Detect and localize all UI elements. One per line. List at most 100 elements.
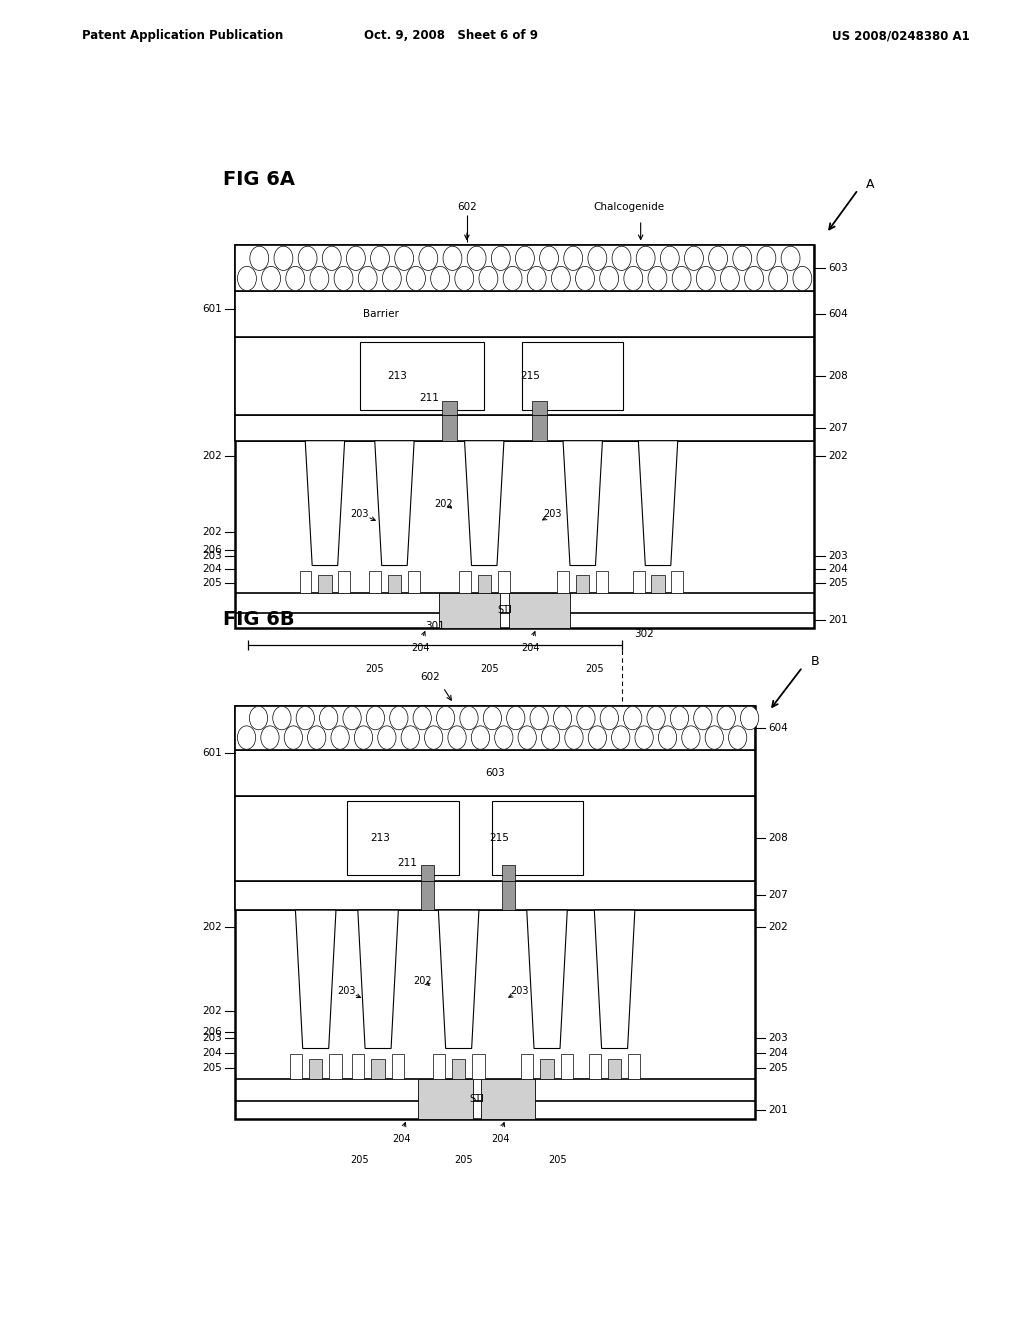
Polygon shape <box>305 441 345 565</box>
Circle shape <box>671 706 688 730</box>
Circle shape <box>744 267 764 290</box>
Circle shape <box>672 267 691 290</box>
Bar <box>498 570 510 593</box>
Text: 203: 203 <box>828 552 848 561</box>
Text: 203: 203 <box>768 1034 788 1043</box>
Circle shape <box>564 247 583 271</box>
Bar <box>557 570 569 593</box>
Text: 603: 603 <box>828 264 848 273</box>
Text: 602: 602 <box>457 202 477 213</box>
Bar <box>442 401 457 414</box>
Text: 207: 207 <box>768 890 788 900</box>
Circle shape <box>262 267 281 290</box>
Text: 203: 203 <box>338 986 356 997</box>
Text: 213: 213 <box>371 833 390 843</box>
Text: 202: 202 <box>768 921 788 932</box>
Circle shape <box>577 706 595 730</box>
Bar <box>521 1055 534 1078</box>
Circle shape <box>781 247 800 271</box>
Circle shape <box>527 267 546 290</box>
Text: B: B <box>811 656 819 668</box>
Circle shape <box>518 726 537 750</box>
Bar <box>433 1055 445 1078</box>
Text: 604: 604 <box>828 309 848 319</box>
Bar <box>532 414 547 441</box>
Circle shape <box>274 247 293 271</box>
Polygon shape <box>357 909 398 1048</box>
Circle shape <box>658 726 677 750</box>
Circle shape <box>443 247 462 271</box>
Text: 215: 215 <box>488 833 509 843</box>
Text: 204: 204 <box>412 643 430 653</box>
Circle shape <box>611 726 630 750</box>
Text: 203: 203 <box>350 508 369 519</box>
Polygon shape <box>438 909 479 1048</box>
Bar <box>300 570 311 593</box>
Text: 205: 205 <box>585 664 603 673</box>
Text: 208: 208 <box>768 833 788 843</box>
Bar <box>236 706 755 750</box>
Bar <box>330 1055 342 1078</box>
Circle shape <box>600 267 618 290</box>
Bar <box>309 1060 323 1078</box>
Text: 203: 203 <box>511 986 529 997</box>
Polygon shape <box>526 909 567 1048</box>
Circle shape <box>401 726 420 750</box>
Text: 602: 602 <box>420 672 440 682</box>
Circle shape <box>684 247 703 271</box>
Circle shape <box>588 247 607 271</box>
Text: A: A <box>866 178 874 191</box>
Bar <box>532 401 547 414</box>
Bar <box>589 1055 601 1078</box>
Text: 204: 204 <box>392 1134 411 1144</box>
Circle shape <box>310 267 329 290</box>
Bar <box>577 576 590 593</box>
Circle shape <box>467 247 486 271</box>
Circle shape <box>479 267 498 290</box>
Circle shape <box>696 267 715 290</box>
Bar <box>408 570 420 593</box>
Text: 204: 204 <box>202 1048 221 1057</box>
Bar <box>502 880 514 909</box>
Bar <box>541 1060 554 1078</box>
Bar <box>347 801 459 875</box>
Circle shape <box>413 706 431 730</box>
Circle shape <box>565 726 583 750</box>
Bar <box>236 706 755 1119</box>
Polygon shape <box>465 441 504 565</box>
Text: 203: 203 <box>544 508 562 519</box>
Circle shape <box>503 267 522 290</box>
Text: 202: 202 <box>202 921 221 932</box>
Text: 211: 211 <box>397 858 418 869</box>
Text: 302: 302 <box>634 630 654 639</box>
Circle shape <box>740 706 759 730</box>
Bar <box>459 570 471 593</box>
Circle shape <box>419 247 438 271</box>
Circle shape <box>624 706 642 730</box>
Bar <box>318 576 332 593</box>
Circle shape <box>371 247 389 271</box>
Circle shape <box>706 726 723 750</box>
Bar <box>338 570 350 593</box>
Text: Barrier: Barrier <box>362 309 398 319</box>
Text: STI: STI <box>497 606 512 615</box>
Bar <box>672 570 683 593</box>
Circle shape <box>319 706 338 730</box>
Circle shape <box>635 726 653 750</box>
Text: 205: 205 <box>365 664 383 673</box>
Text: 202: 202 <box>828 451 848 461</box>
Bar <box>633 570 644 593</box>
Circle shape <box>436 706 455 730</box>
Text: 202: 202 <box>434 499 453 508</box>
Text: 204: 204 <box>768 1048 788 1057</box>
Text: FIG 6B: FIG 6B <box>223 610 295 628</box>
Circle shape <box>238 726 256 750</box>
Circle shape <box>343 706 361 730</box>
Bar <box>236 880 755 909</box>
Circle shape <box>757 247 776 271</box>
Text: Chalcogenide: Chalcogenide <box>594 202 665 213</box>
Text: 204: 204 <box>828 565 848 574</box>
Text: 204: 204 <box>202 565 221 574</box>
Circle shape <box>693 706 712 730</box>
Circle shape <box>709 247 727 271</box>
